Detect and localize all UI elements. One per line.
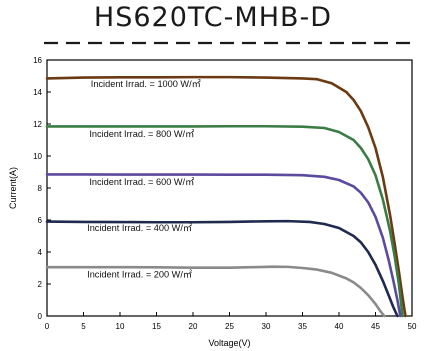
- series-line-2: [45, 173, 402, 318]
- y-tick-label: 2: [38, 280, 43, 289]
- series-line-4: [45, 265, 386, 318]
- x-tick-label: 40: [335, 322, 344, 331]
- y-tick-label: 16: [33, 56, 42, 65]
- y-tick-label: 10: [33, 152, 42, 161]
- y-tick-label: 0: [38, 312, 43, 321]
- y-tick-label: 4: [38, 248, 43, 257]
- series-line-0: [45, 75, 407, 318]
- curve-annotation-2: Incident Irrad. = 600 W/㎡: [89, 177, 194, 187]
- x-axis-label: Voltage(V): [208, 338, 250, 348]
- series-line-3: [45, 219, 399, 318]
- x-tick-label: 5: [81, 322, 86, 331]
- curve-annotation-0: Incident Irrad. = 1000 W/㎡: [91, 79, 201, 89]
- x-tick-label: 50: [408, 322, 417, 331]
- x-tick-label: 15: [152, 322, 161, 331]
- x-tick-label: 35: [298, 322, 307, 331]
- y-tick-label: 6: [38, 216, 43, 225]
- x-tick-label: 45: [371, 322, 380, 331]
- y-axis-label: Current(A): [8, 167, 18, 209]
- y-tick-label: 12: [33, 120, 42, 129]
- curve-annotation-4: Incident Irrad. = 200 W/㎡: [87, 270, 192, 280]
- curve-annotation-1: Incident Irrad. = 800 W/㎡: [89, 129, 194, 139]
- x-tick-label: 25: [225, 322, 234, 331]
- x-tick-label: 0: [45, 322, 50, 331]
- chart-title: HS620TC-MHB-D: [93, 2, 333, 33]
- x-tick-label: 10: [116, 322, 125, 331]
- x-tick-label: 20: [189, 322, 198, 331]
- curve-annotation-3: Incident Irrad. = 400 W/㎡: [87, 223, 192, 233]
- series-line-1: [45, 124, 404, 318]
- y-tick-label: 8: [38, 184, 43, 193]
- x-tick-label: 30: [262, 322, 271, 331]
- plot-area: 0 5 10 15 20 25 30 35 40 45 50 0 2 4 6 8 10 12 14 16 Voltage…: [8, 56, 417, 348]
- y-tick-label: 14: [33, 88, 42, 97]
